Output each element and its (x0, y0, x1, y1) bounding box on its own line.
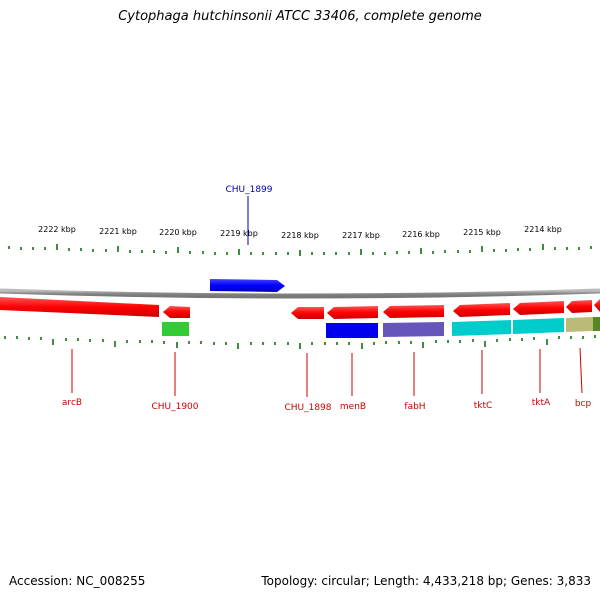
accession-label: Accession: NC_008255 (9, 574, 146, 588)
gene-label-arcB[interactable]: arcB (62, 398, 82, 408)
gene-label-CHU_1899[interactable]: CHU_1899 (225, 185, 272, 195)
scale-labels: 2222 kbp 2221 kbp 2220 kbp 2219 kbp 2218… (38, 225, 562, 240)
reverse-gene-partial[interactable] (594, 299, 600, 312)
forward-gene-CHU_1899[interactable] (210, 279, 285, 292)
minor-ticks (4, 335, 596, 345)
scale-label: 2215 kbp (463, 228, 501, 237)
genome-backbone (0, 288, 600, 299)
scale-label: 2216 kbp (402, 230, 440, 239)
category-block (513, 318, 564, 334)
gene-label-bcp[interactable]: bcp (575, 399, 592, 409)
reverse-gene-CHU_1900[interactable] (163, 306, 190, 318)
minor-ticks (8, 246, 592, 255)
category-block (593, 317, 600, 331)
category-block (162, 322, 189, 336)
gene-label-fabH[interactable]: fabH (404, 402, 425, 412)
reverse-gene-menB[interactable] (327, 306, 378, 319)
scale-label: 2222 kbp (38, 225, 76, 234)
gene-label-tktC[interactable]: tktC (474, 401, 493, 411)
forward-gene-labels: CHU_1899 (225, 185, 273, 245)
scale-label: 2218 kbp (281, 231, 319, 240)
category-block (383, 322, 444, 337)
gene-label-CHU_1898[interactable]: CHU_1898 (284, 403, 331, 413)
gene-label-menB[interactable]: menB (340, 402, 366, 412)
scale-label: 2220 kbp (159, 228, 197, 237)
scale-label: 2214 kbp (524, 225, 562, 234)
category-block (566, 317, 593, 332)
reverse-gene-CHU_1898[interactable] (291, 307, 324, 319)
category-block (452, 320, 511, 336)
reverse-gene-arcB[interactable] (0, 297, 159, 317)
map-title: Cytophaga hutchinsonii ATCC 33406, compl… (118, 9, 482, 24)
scale-label: 2219 kbp (220, 229, 258, 238)
scale-label: 2217 kbp (342, 231, 380, 240)
reverse-gene-labels: arcB CHU_1900 CHU_1898 menB fabH tktC tk… (62, 347, 592, 413)
reverse-gene-tktC[interactable] (453, 303, 510, 317)
reverse-gene-fabH[interactable] (383, 305, 444, 318)
genome-summary: Topology: circular; Length: 4,433,218 bp… (261, 574, 591, 588)
label-leader (579, 347, 583, 394)
lower-tick-row (4, 335, 596, 349)
gene-label-tktA[interactable]: tktA (532, 398, 551, 408)
category-block (326, 323, 378, 338)
reverse-gene-bcp[interactable] (566, 300, 592, 313)
upper-tick-row (8, 244, 592, 256)
reverse-gene-tktA[interactable] (513, 301, 564, 315)
scale-label: 2221 kbp (99, 227, 137, 236)
category-ring (162, 317, 600, 338)
gene-label-CHU_1900[interactable]: CHU_1900 (151, 402, 198, 412)
reverse-genes (0, 297, 600, 319)
